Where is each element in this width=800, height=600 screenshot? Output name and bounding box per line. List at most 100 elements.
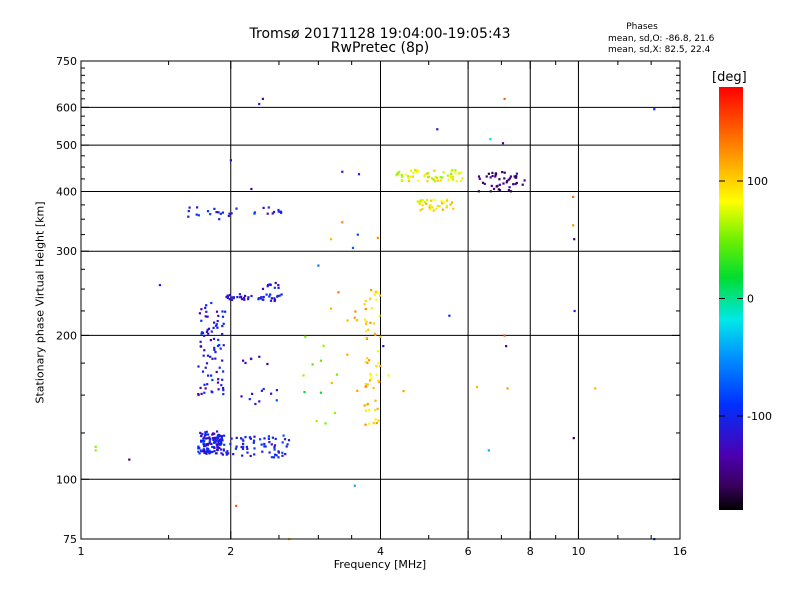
echo-point [370,307,373,310]
echo-point [454,169,457,172]
echo-point [366,357,369,360]
echo-point [442,171,445,174]
echo-point [213,207,216,210]
echo-point [365,336,368,340]
echo-point [304,335,307,338]
echo-point [508,186,511,189]
echo-point [267,437,270,440]
echo-point [203,436,206,439]
echo-point [419,209,422,212]
echo-point [215,310,219,313]
echo-point [235,207,238,210]
echo-point [267,206,270,209]
echo-point [441,176,444,179]
echo-point [222,322,225,325]
echo-point [375,298,378,301]
echo-point [258,400,261,403]
echo-point [503,177,506,180]
echo-point [253,453,256,456]
echo-point [452,207,455,210]
echo-point [369,374,373,377]
echo-point [491,171,494,174]
echo-point [434,180,437,183]
echo-point [501,171,504,174]
echo-point [441,208,444,211]
echo-point [319,391,322,394]
echo-point [198,447,201,450]
colorbar-tick-label: -100 [747,410,772,423]
echo-point [206,450,209,453]
echo-point [241,447,245,450]
echo-point [261,298,264,301]
echo-point [228,293,231,297]
x-tick-label: 1 [78,545,85,558]
colorbar-unit-label: [deg] [712,70,747,85]
echo-point [267,283,270,287]
echo-point [205,362,209,365]
echo-point [240,298,244,301]
echo-point [217,440,220,443]
echo-point [203,449,206,452]
echo-point [230,212,233,215]
echo-point [219,441,222,444]
echo-point [212,437,215,440]
echo-point [509,175,512,178]
echo-point [329,307,333,310]
x-tick-label: 2 [227,545,234,558]
echo-point [221,453,224,456]
echo-point [481,181,485,184]
echo-point [378,294,382,297]
echo-point [416,169,419,172]
echo-point [505,181,508,184]
echo-point [372,422,375,425]
echo-point [260,389,263,392]
echo-point [418,200,422,203]
echo-point [195,213,198,216]
echo-point [220,435,223,438]
echo-point [494,172,497,175]
echo-point [214,351,217,354]
echo-point [216,430,219,433]
echo-point [201,440,204,443]
echo-point [376,350,379,353]
echo-point [229,159,232,162]
echo-point [204,306,207,309]
echo-point [572,224,575,227]
echo-point [217,443,221,446]
echo-point [208,436,211,439]
echo-point [414,168,417,171]
echo-point [199,431,202,434]
echo-point [206,315,209,318]
echo-point [459,179,462,183]
echo-point [209,438,212,441]
echo-point [249,437,252,440]
echo-point [214,324,218,327]
echo-point [203,391,206,394]
echo-point [203,383,206,386]
echo-point [200,439,203,442]
echo-point [258,102,261,106]
echo-point [250,357,253,361]
echo-point [594,387,597,390]
echo-point [573,238,576,241]
echo-point [264,445,267,448]
echo-point [421,199,424,202]
echo-point [270,456,273,459]
echo-point [369,372,372,375]
echo-point [368,422,371,425]
echo-point [273,286,276,289]
echo-point [244,436,247,439]
echo-point [341,170,344,173]
echo-point [436,176,439,180]
echo-point [216,326,219,329]
echo-point [498,178,501,181]
echo-point [213,321,216,324]
echo-point [254,402,257,406]
echo-point [201,370,205,373]
echo-point [207,327,211,330]
y-tick-label: 100 [56,473,77,486]
echo-point [364,423,367,426]
echo-point [440,200,443,203]
echo-point [218,218,221,221]
echo-point [240,295,243,298]
